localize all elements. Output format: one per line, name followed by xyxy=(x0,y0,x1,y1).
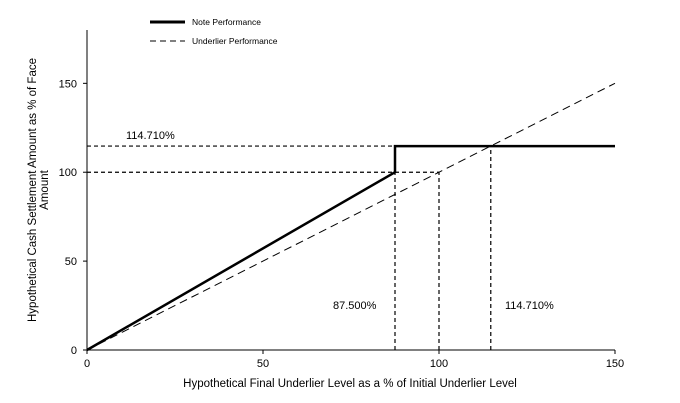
underlier-performance-line xyxy=(86,82,616,351)
legend: Note Performance Underlier Performance xyxy=(150,17,278,46)
ticks: 0 50 100 150 0 50 100 150 xyxy=(59,78,625,370)
note-performance-line xyxy=(86,144,615,352)
reference-lines xyxy=(87,145,492,350)
y-tick-label: 150 xyxy=(59,78,77,90)
x-tick-label: 150 xyxy=(606,358,624,370)
x-tick-label: 100 xyxy=(430,358,448,370)
y-tick-label: 0 xyxy=(71,345,77,357)
y-axis-title-line2: Amount xyxy=(39,169,51,209)
x-axis-title: Hypothetical Final Underlier Level as a … xyxy=(183,378,517,390)
x-tick-label: 50 xyxy=(257,358,269,370)
y-axis-title-line1: Hypothetical Cash Settlement Amount as %… xyxy=(27,58,39,322)
series-lines xyxy=(86,82,616,352)
annotation-cap-label: 114.710% xyxy=(126,130,175,142)
annotation-cap-level-label: 114.710% xyxy=(505,300,554,312)
legend-underlier-label: Underlier Performance xyxy=(192,36,278,46)
y-tick-label: 50 xyxy=(65,256,77,268)
legend-note-label: Note Performance xyxy=(192,17,261,27)
y-tick-label: 100 xyxy=(59,167,77,179)
annotation-threshold-label: 87.500% xyxy=(333,300,377,312)
x-tick-label: 0 xyxy=(84,358,90,370)
